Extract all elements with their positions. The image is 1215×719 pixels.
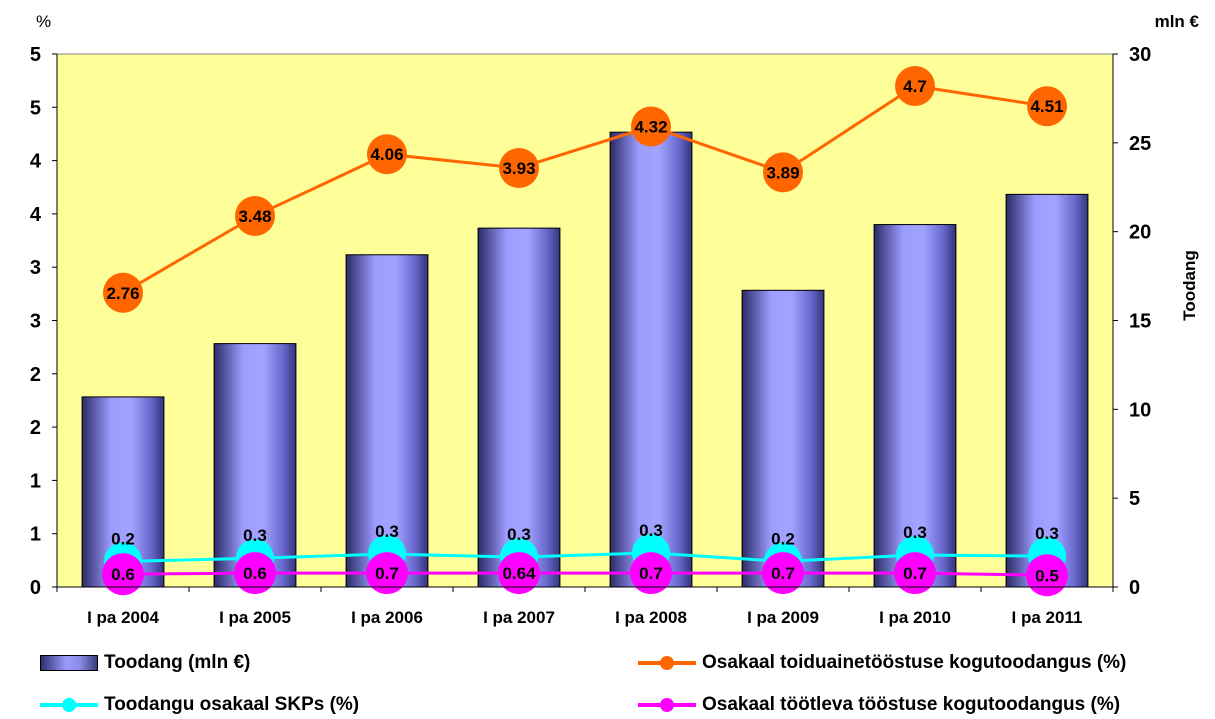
x-tick-label-4: I pa 2008 bbox=[615, 608, 687, 627]
legend-item-toiduaine: Osakaal toiduainetööstuse kogutoodangus … bbox=[638, 652, 1126, 674]
label-toiduaine-2: 4.06 bbox=[370, 145, 403, 164]
label-skp-3: 0.3 bbox=[507, 525, 531, 544]
label-tootleva-7: 0.5 bbox=[1035, 566, 1059, 585]
legend-label-skp: Toodangu osakaal SKPs (%) bbox=[104, 694, 360, 715]
label-toiduaine-7: 4.51 bbox=[1030, 97, 1063, 116]
left-tick-label-8: 4 bbox=[30, 151, 42, 173]
right-tick-label-4: 20 bbox=[1129, 222, 1151, 244]
bar-3 bbox=[477, 227, 561, 588]
legend-item-tootleva: Osakaal töötleva tööstuse kogutoodangus … bbox=[638, 694, 1120, 716]
series-line-3 bbox=[122, 571, 1048, 577]
x-tick-label-3: I pa 2007 bbox=[483, 608, 555, 627]
right-tick-label-3: 15 bbox=[1129, 311, 1151, 333]
series-3-point-7 bbox=[1026, 554, 1068, 597]
bar-4 bbox=[609, 131, 693, 588]
label-toiduaine-4: 4.32 bbox=[634, 117, 667, 136]
series-1-point-4 bbox=[631, 106, 671, 147]
x-tick-label-1: I pa 2005 bbox=[219, 608, 291, 627]
series-3-point-4 bbox=[630, 552, 672, 595]
legend-label-toiduaine: Osakaal toiduainetööstuse kogutoodangus … bbox=[702, 652, 1127, 673]
series-3-point-5 bbox=[762, 552, 804, 595]
label-toiduaine-0: 2.76 bbox=[106, 284, 139, 303]
series-line-2 bbox=[122, 551, 1048, 563]
label-skp-7: 0.3 bbox=[1035, 524, 1059, 543]
series-1-point-5 bbox=[763, 152, 803, 193]
label-skp-1: 0.3 bbox=[243, 526, 267, 545]
bar-2 bbox=[345, 254, 429, 588]
label-tootleva-0: 0.6 bbox=[111, 565, 135, 584]
right-tick-label-5: 25 bbox=[1129, 133, 1151, 155]
right-tick-label-2: 10 bbox=[1129, 399, 1151, 421]
x-tick-label-2: I pa 2006 bbox=[351, 608, 423, 627]
right-tick-label-1: 5 bbox=[1129, 488, 1140, 510]
legend-swatch-tootleva bbox=[638, 698, 696, 712]
label-skp-4: 0.3 bbox=[639, 521, 663, 540]
legend-swatch-toiduaine bbox=[638, 656, 696, 670]
label-skp-6: 0.3 bbox=[903, 523, 927, 542]
series-3-point-0 bbox=[102, 553, 144, 596]
series-line-1 bbox=[122, 84, 1048, 295]
label-toiduaine-3: 3.93 bbox=[502, 159, 535, 178]
right-axis-label: Toodang bbox=[1180, 250, 1199, 321]
x-tick-label-7: I pa 2011 bbox=[1012, 608, 1083, 627]
label-skp-0: 0.2 bbox=[111, 529, 135, 548]
left-tick-label-7: 4 bbox=[30, 204, 42, 226]
legend-label-tootleva: Osakaal töötleva tööstuse kogutoodangus … bbox=[702, 694, 1121, 715]
series-1-point-3 bbox=[499, 148, 539, 189]
left-tick-label-0: 0 bbox=[30, 577, 41, 599]
x-tick-label-6: I pa 2010 bbox=[879, 608, 951, 627]
series-3-point-6 bbox=[894, 552, 936, 595]
label-toiduaine-6: 4.7 bbox=[903, 77, 927, 96]
series-1-point-1 bbox=[235, 196, 275, 237]
label-tootleva-1: 0.6 bbox=[243, 564, 267, 583]
bar-5 bbox=[741, 289, 825, 588]
legend-label-toodang: Toodang (mln €) bbox=[104, 652, 251, 673]
right-axis-unit: mln € bbox=[1155, 12, 1200, 31]
left-axis-unit: % bbox=[36, 12, 51, 31]
left-tick-label-5: 3 bbox=[30, 311, 41, 333]
left-tick-label-9: 5 bbox=[30, 97, 41, 119]
legend-swatch-toodang bbox=[40, 655, 98, 671]
series-1-point-6 bbox=[895, 65, 935, 106]
left-tick-label-10: 5 bbox=[30, 44, 41, 66]
legend-item-skp: Toodangu osakaal SKPs (%) bbox=[40, 694, 359, 716]
label-toiduaine-1: 3.48 bbox=[238, 207, 271, 226]
x-tick-label-0: I pa 2004 bbox=[87, 608, 159, 627]
left-tick-label-3: 2 bbox=[30, 417, 41, 439]
right-tick-label-0: 0 bbox=[1129, 577, 1140, 599]
series-1-point-2 bbox=[367, 134, 407, 175]
label-skp-2: 0.3 bbox=[375, 522, 399, 541]
legend-swatch-skp bbox=[40, 698, 98, 712]
series-1-point-0 bbox=[103, 272, 143, 313]
label-tootleva-2: 0.7 bbox=[375, 564, 399, 583]
right-tick-label-6: 30 bbox=[1129, 44, 1151, 66]
bar-1 bbox=[213, 343, 297, 588]
label-skp-5: 0.2 bbox=[771, 529, 795, 548]
label-tootleva-6: 0.7 bbox=[903, 564, 927, 583]
label-tootleva-3: 0.64 bbox=[502, 564, 536, 583]
series-1-point-7 bbox=[1027, 86, 1067, 127]
label-tootleva-5: 0.7 bbox=[771, 564, 795, 583]
legend-item-toodang: Toodang (mln €) bbox=[40, 652, 250, 674]
left-tick-label-1: 1 bbox=[30, 524, 41, 546]
left-tick-label-6: 3 bbox=[30, 257, 41, 279]
left-tick-label-4: 2 bbox=[30, 364, 41, 386]
x-tick-label-5: I pa 2009 bbox=[747, 608, 819, 627]
label-tootleva-4: 0.7 bbox=[639, 564, 663, 583]
series-3-point-1 bbox=[234, 552, 276, 595]
left-tick-label-2: 1 bbox=[30, 470, 41, 492]
label-toiduaine-5: 3.89 bbox=[766, 163, 799, 182]
series-3-point-3 bbox=[498, 552, 540, 595]
series-3-point-2 bbox=[366, 552, 408, 595]
bar-7 bbox=[1005, 193, 1089, 588]
